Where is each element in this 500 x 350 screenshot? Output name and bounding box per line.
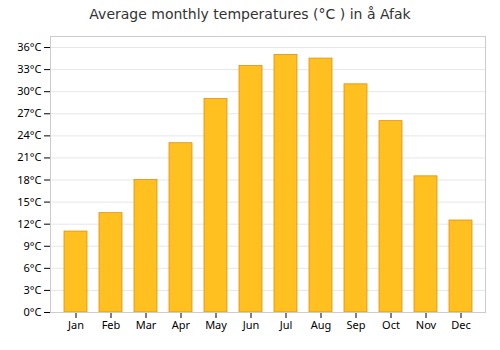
- svg-text:3°C: 3°C: [24, 282, 42, 297]
- svg-text:15°C: 15°C: [17, 194, 41, 209]
- svg-text:Dec: Dec: [451, 317, 471, 332]
- svg-text:Aug: Aug: [311, 317, 332, 332]
- svg-text:Sep: Sep: [346, 317, 365, 332]
- svg-text:May: May: [205, 317, 227, 332]
- svg-text:Jan: Jan: [67, 317, 84, 332]
- html-text:Average monthly temperatures (: Average monthly temperatures (°C ) in å …: [89, 6, 411, 22]
- svg-text:0°C: 0°C: [24, 304, 42, 319]
- svg-text:21°C: 21°C: [17, 149, 41, 164]
- svg-text:Apr: Apr: [172, 317, 191, 332]
- svg-text:Jul: Jul: [279, 317, 293, 332]
- svg-text:Jun: Jun: [242, 317, 260, 332]
- svg-text:12°C: 12°C: [17, 216, 41, 231]
- svg-text:Oct: Oct: [382, 317, 400, 332]
- svg-text:Feb: Feb: [102, 317, 121, 332]
- svg-text:30°C: 30°C: [17, 83, 41, 98]
- svg-text:Mar: Mar: [136, 317, 157, 332]
- svg-text:33°C: 33°C: [17, 61, 41, 76]
- svg-text:6°C: 6°C: [24, 260, 42, 275]
- svg-text:27°C: 27°C: [17, 105, 41, 120]
- svg-text:18°C: 18°C: [17, 172, 41, 187]
- svg-text:9°C: 9°C: [24, 238, 42, 253]
- svg-text:36°C: 36°C: [17, 39, 41, 54]
- svg-text:24°C: 24°C: [17, 127, 41, 142]
- svg-text:Nov: Nov: [416, 317, 437, 332]
